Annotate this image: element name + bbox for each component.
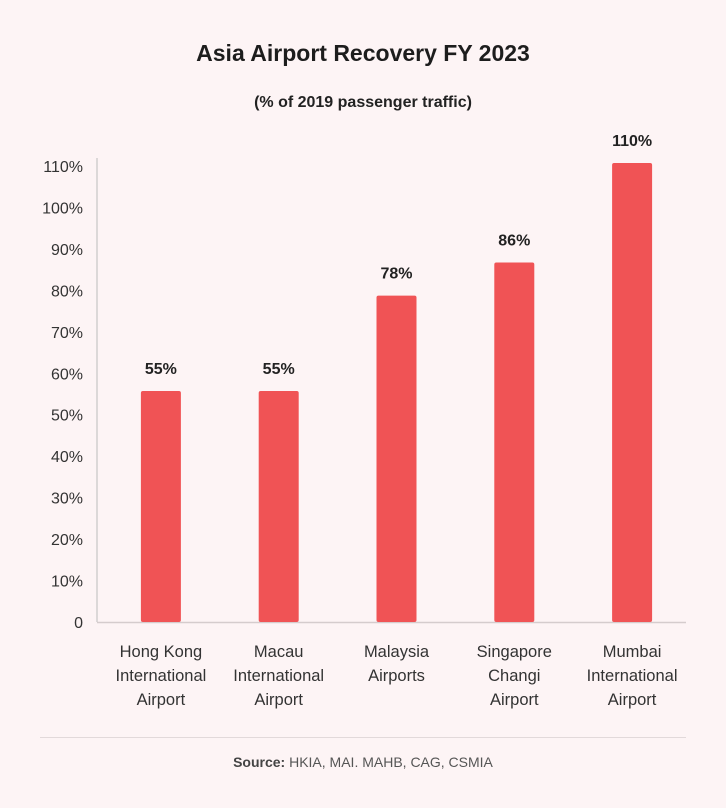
source-text: HKIA, MAI. MAHB, CAG, CSMIA [285, 754, 493, 770]
y-tick-label: 40% [51, 449, 83, 466]
data-label: 86% [498, 232, 530, 249]
y-tick-label: 0 [74, 615, 83, 632]
x-tick-label: Macau [254, 643, 304, 661]
y-tick-label: 90% [51, 242, 83, 259]
y-tick-label: 20% [51, 532, 83, 549]
chart-subtitle: (% of 2019 passenger traffic) [254, 94, 472, 111]
bar [376, 295, 417, 622]
x-tick-label: Airport [254, 691, 303, 709]
x-tick-label: Airport [137, 691, 186, 709]
data-label: 55% [145, 361, 177, 378]
x-tick-label: International [587, 667, 678, 685]
data-label: 78% [380, 266, 412, 283]
y-tick-label: 10% [51, 574, 83, 591]
x-tick-label: Singapore [477, 643, 552, 661]
data-label: 55% [263, 361, 295, 378]
divider [40, 737, 686, 738]
x-tick-label: International [233, 667, 324, 685]
x-tick-label: Hong Kong [120, 643, 203, 661]
y-tick-label: 60% [51, 366, 83, 383]
x-tick-label: Malaysia [364, 643, 430, 661]
source-note: Source: HKIA, MAI. MAHB, CAG, CSMIA [0, 754, 726, 770]
bar [494, 262, 535, 622]
bar-chart: 0 10% 20% 30% 40% 50% 60% 70% 80% 90% 100% 110% 55% H… [42, 133, 686, 709]
x-tick-label: Airport [608, 691, 657, 709]
x-tick-label: Airports [368, 667, 425, 685]
x-tick-label: International [115, 667, 206, 685]
source-label: Source: [233, 754, 286, 770]
x-tick-label: Mumbai [603, 643, 662, 661]
bar [258, 391, 299, 622]
x-tick-label: Changi [488, 667, 540, 685]
x-tick-label: Airport [490, 691, 539, 709]
y-tick-label: 100% [42, 200, 83, 217]
y-tick-label: 80% [51, 283, 83, 300]
y-tick-label: 110% [43, 159, 83, 176]
bar [140, 391, 181, 622]
y-tick-label: 50% [51, 408, 83, 425]
data-label: 110% [612, 133, 652, 150]
y-tick-label: 70% [51, 325, 83, 342]
bar [612, 163, 653, 622]
chart-title: Asia Airport Recovery FY 2023 [196, 40, 530, 66]
y-tick-label: 30% [51, 491, 83, 508]
